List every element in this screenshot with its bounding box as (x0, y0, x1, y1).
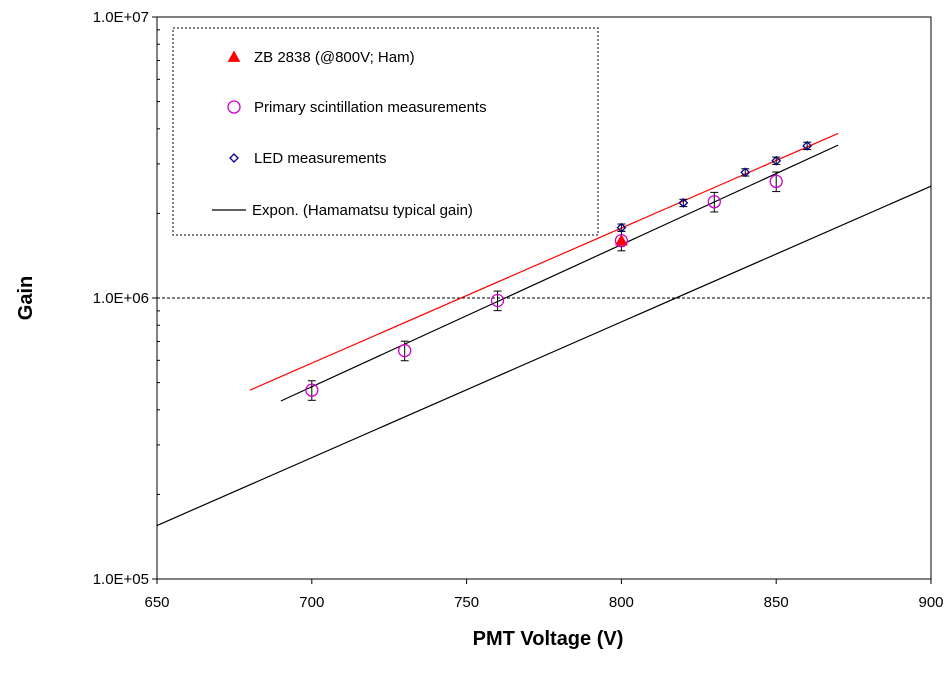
data-point-triangle (615, 234, 628, 246)
legend-label: Primary scintillation measurements (254, 99, 487, 116)
data-point-circle (305, 383, 319, 397)
data-point-diamond (802, 140, 813, 151)
legend-box (172, 27, 599, 236)
x-tick-label: 850 (764, 594, 789, 611)
legend-label: LED measurements (254, 150, 387, 167)
y-tick-label: 1.0E+07 (93, 9, 149, 26)
data-point-circle (227, 100, 241, 114)
data-point-circle (614, 233, 629, 248)
data-point-diamond (678, 197, 689, 208)
legend-items: ZB 2838 (@800V; Ham) Primary scintillatio… (212, 49, 487, 219)
data-point-circle (769, 174, 783, 189)
series-line (156, 185, 932, 527)
marker-layer (305, 140, 813, 397)
data-point-triangle (227, 50, 241, 62)
legend: ZB 2838 (@800V; Ham) Primary scintillatio… (172, 27, 599, 236)
x-tick-label: 750 (454, 594, 479, 611)
data-point-diamond (229, 153, 239, 163)
data-point-diamond (740, 167, 751, 178)
data-point-diamond (771, 155, 782, 166)
legend-label: ZB 2838 (@800V; Ham) (254, 49, 415, 66)
fit-line (249, 132, 839, 391)
data-point-circle (490, 293, 505, 308)
axis-layer: 650 700 750 800 850 900 1.0E+05 1.0E+06 1.0E+07 (93, 9, 944, 611)
x-axis-title: PMT Voltage (V) (473, 628, 624, 650)
y-tick-label: 1.0E+05 (93, 571, 149, 588)
fit-line (280, 144, 839, 402)
y-tick-label: 1.0E+06 (93, 290, 149, 307)
lines-layer (156, 132, 932, 527)
x-tick-label: 700 (299, 594, 324, 611)
y-axis-title: Gain (15, 276, 37, 320)
data-point-circle (707, 195, 721, 209)
data-point-diamond (616, 222, 627, 233)
legend-label: Expon. (Hamamatsu typical gain) (252, 202, 473, 219)
x-tick-label: 900 (918, 594, 943, 611)
data-point-circle (398, 343, 412, 358)
x-tick-label: 650 (144, 594, 169, 611)
x-tick-label: 800 (609, 594, 634, 611)
